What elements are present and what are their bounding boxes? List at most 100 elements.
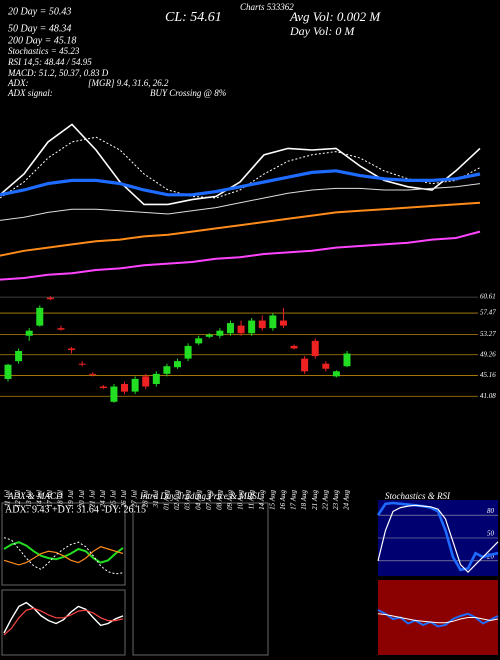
candle-body <box>15 351 23 362</box>
series-line <box>377 609 499 628</box>
x-tick-label: 13 Jul <box>25 490 33 507</box>
x-tick-label: 12 Jul <box>14 490 22 507</box>
y-tick-label: 49.26 <box>480 350 496 358</box>
y-tick-label: 41.08 <box>480 392 496 400</box>
x-tick-label: 27 Jul <box>131 490 139 507</box>
x-tick-label: 26 Jul <box>120 490 128 507</box>
panel-title: ADX & MACD <box>7 491 63 501</box>
rsi: RSI 14,5: 48.44 / 54.95 <box>7 57 92 67</box>
x-tick-label: 10 Aug <box>237 490 245 510</box>
candle-body <box>322 363 330 369</box>
x-tick-label: 17 Aug <box>290 490 298 510</box>
x-tick-label: 21 Aug <box>311 490 319 510</box>
panel-title: Stochastics & RSI <box>385 491 451 501</box>
series-line <box>0 201 481 257</box>
close: CL: 54.61 <box>165 10 222 25</box>
x-tick-label: 28 Jul <box>141 490 149 507</box>
x-tick-label: 24 Jul <box>99 490 107 507</box>
adx-signal-label: ADX signal: <box>7 88 53 98</box>
x-tick-label: 09 Aug <box>226 490 234 510</box>
candle-body <box>36 307 44 326</box>
x-tick-label: 14 Aug <box>258 490 266 510</box>
x-tick-label: 31 Jul <box>152 490 160 508</box>
x-tick-label: 25 Jul <box>110 490 118 507</box>
y-tick-label: 53.27 <box>480 330 496 338</box>
candle-body <box>269 315 277 329</box>
series-line <box>0 136 481 199</box>
ma50: 50 Day = 48.34 <box>8 23 71 34</box>
candle-body <box>226 323 234 334</box>
candle-body <box>248 320 256 334</box>
candle-body <box>290 345 298 349</box>
x-tick-label: 14 Jul <box>35 490 43 507</box>
y-tick-label: 45.16 <box>480 371 496 379</box>
y-tick-label: 20 <box>487 552 495 560</box>
candle-body <box>311 340 319 357</box>
candle-body <box>195 338 203 344</box>
x-tick-label: 04 Aug <box>194 490 202 510</box>
series-line <box>3 541 124 564</box>
candle-body <box>205 334 213 337</box>
x-tick-label: 16 Aug <box>279 490 287 510</box>
x-tick-label: 01 Aug <box>163 490 171 510</box>
adx-values: [MGR] 9.4, 31.6, 26.2 <box>88 78 169 88</box>
x-tick-label: 23 Aug <box>332 490 340 510</box>
x-tick-label: 17 Jul <box>46 490 54 507</box>
candle-body <box>121 384 129 392</box>
macd: MACD: 51.2, 50.37, 0.83 D <box>7 68 109 78</box>
series-line <box>0 123 481 206</box>
candle-body <box>258 320 266 329</box>
y-tick-label: 60.61 <box>480 293 496 301</box>
candle-body <box>46 297 54 300</box>
candle-body <box>131 378 139 392</box>
series-line <box>376 501 499 572</box>
day-vol: Day Vol: 0 M <box>289 24 355 38</box>
candle-body <box>216 330 224 336</box>
candle-body <box>78 363 86 365</box>
candle-body <box>279 320 287 326</box>
candle-body <box>25 330 33 336</box>
x-tick-label: 20 Jul <box>78 490 86 507</box>
series-line <box>3 601 124 634</box>
candle-body <box>237 325 245 334</box>
source: Charts 533362 <box>240 2 294 12</box>
candle-body <box>68 348 76 350</box>
y-tick-label: 57.47 <box>480 309 496 317</box>
x-tick-label: 24 Aug <box>343 490 351 510</box>
x-tick-label: 19 Jul <box>67 490 75 507</box>
adx-label: ADX: <box>7 78 29 88</box>
series-line <box>0 183 481 221</box>
y-tick-label: 80 <box>487 507 495 515</box>
y-tick-label: 50 <box>487 530 495 538</box>
ma20: 20 Day = 50.43 <box>8 6 71 17</box>
intraday-panel <box>132 502 269 656</box>
series-line <box>3 537 124 575</box>
series-line <box>3 546 124 566</box>
x-tick-label: 15 Aug <box>268 490 276 510</box>
series-line <box>0 169 481 197</box>
candle-body <box>184 345 192 359</box>
candle-body <box>163 366 171 374</box>
series-line <box>3 607 124 636</box>
macd-panel <box>1 589 126 656</box>
x-tick-label: 11 Aug <box>247 490 255 510</box>
series-line <box>0 230 481 281</box>
candle-body <box>301 358 309 372</box>
candle-body <box>142 376 150 387</box>
panel-title: Intra Day Trading Price & MRSI <box>139 491 261 501</box>
x-tick-label: 02 Aug <box>173 490 181 510</box>
candle-body <box>89 373 97 375</box>
x-tick-label: 07 Aug <box>205 490 213 510</box>
x-tick-label: 11 Jul <box>4 490 12 507</box>
candle-body <box>152 373 160 384</box>
x-tick-label: 18 Jul <box>57 490 65 507</box>
stoch: Stochastics = 45.23 <box>8 46 80 56</box>
series-line <box>377 613 499 624</box>
candle-body <box>110 386 118 402</box>
x-tick-label: 21 Jul <box>88 490 96 507</box>
adx-readout: ADX: 9.43 +DY: 31.64 -DY: 26.15 <box>5 504 146 515</box>
x-tick-label: 03 Aug <box>184 490 192 510</box>
candle-body <box>343 353 351 367</box>
ma200: 200 Day = 45.18 <box>8 35 76 46</box>
